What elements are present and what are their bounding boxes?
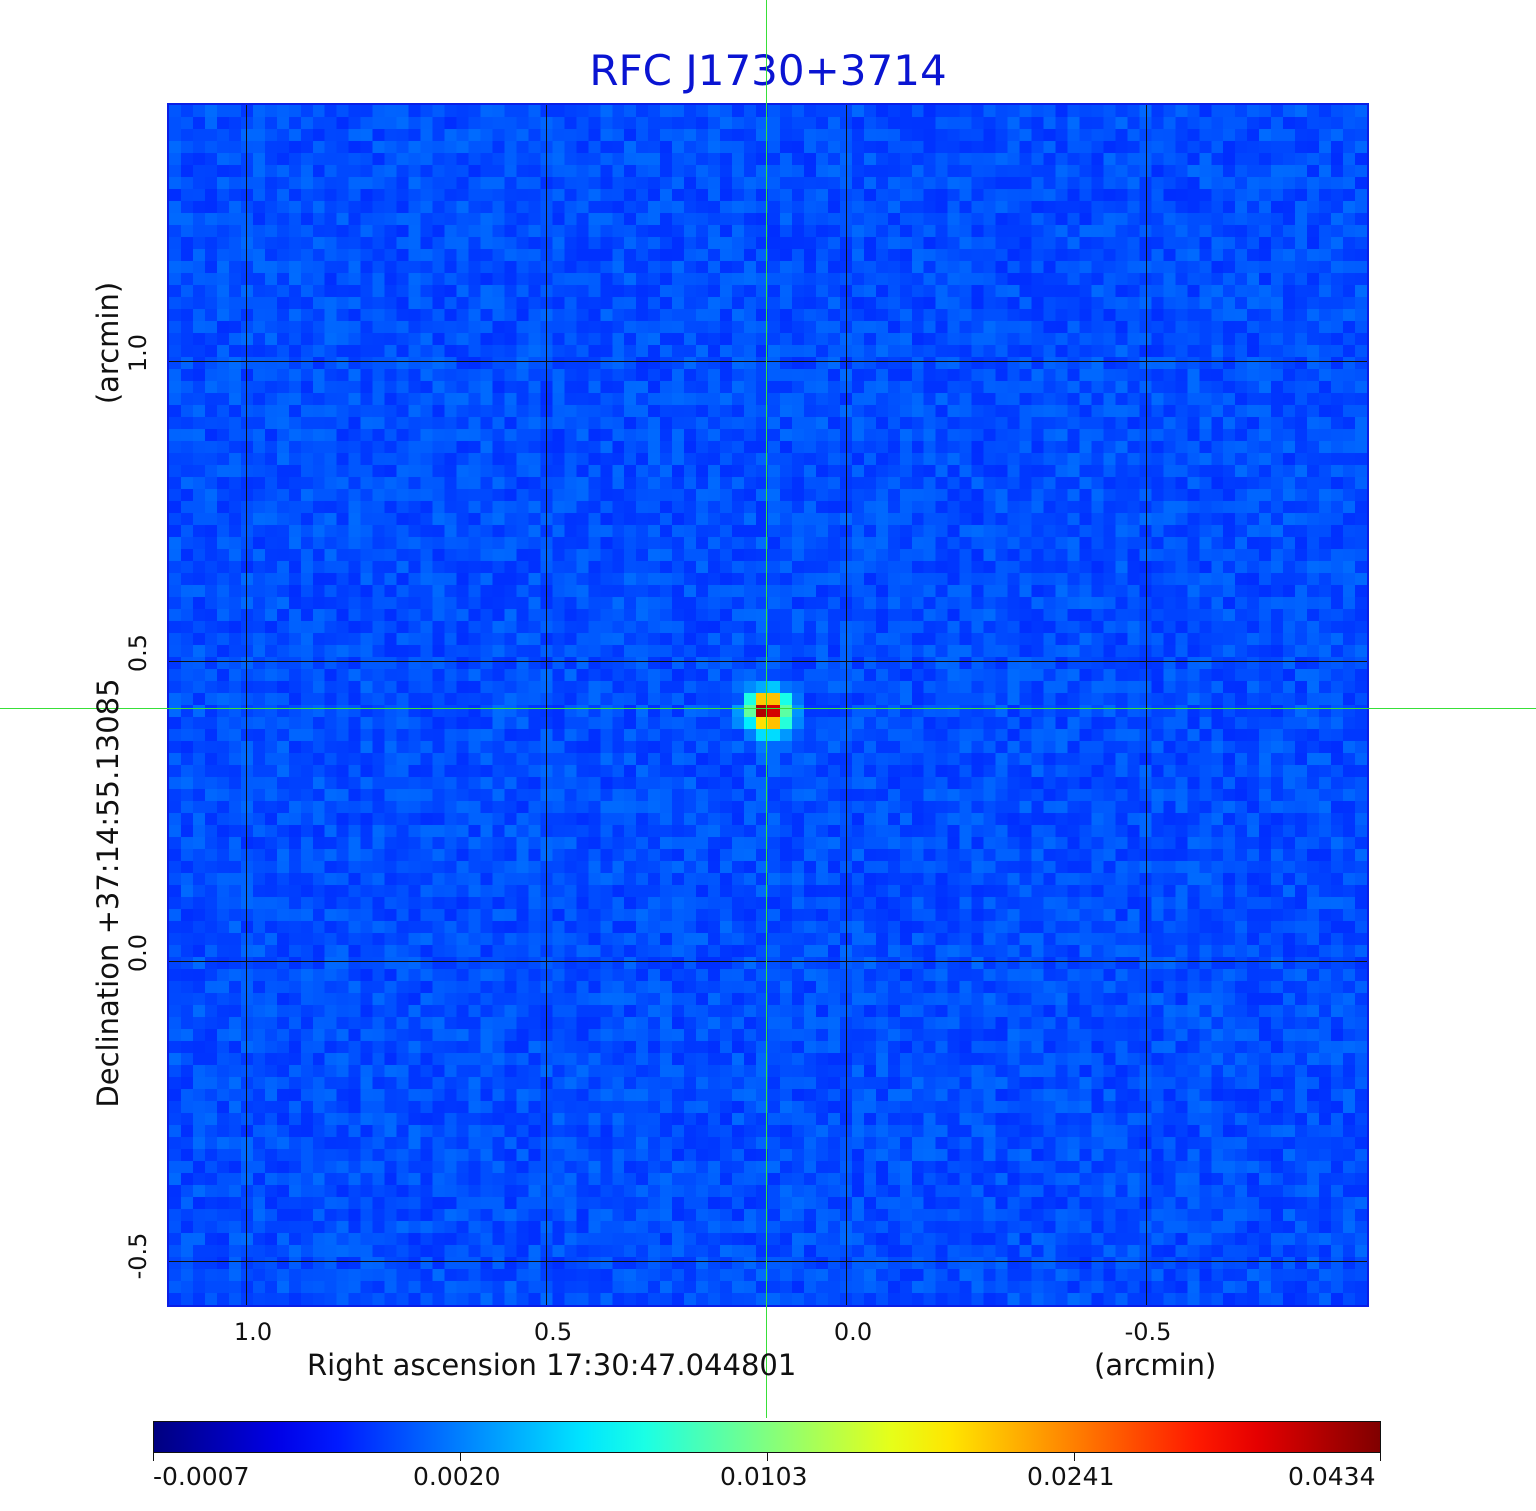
- crosshair-vertical: [766, 0, 767, 1418]
- grid-line-x-0.0: [846, 105, 847, 1305]
- colorbar-tick: [767, 1453, 768, 1461]
- grid-line-y-0.0: [169, 961, 1367, 962]
- colorbar-tick: [460, 1453, 461, 1461]
- heatmap-image: [169, 105, 1367, 1305]
- colorbar-tick: [1074, 1453, 1075, 1461]
- colorbar-label: 0.0103: [720, 1462, 808, 1491]
- x-axis-label: Right ascension 17:30:47.044801: [307, 1348, 797, 1382]
- colorbar-label: -0.0007: [153, 1462, 250, 1491]
- grid-line-x--0.5: [1146, 105, 1147, 1305]
- x-tick-label: 1.0: [233, 1318, 273, 1346]
- chart-title: RFC J1730+3714: [589, 46, 947, 95]
- y-axis-unit: (arcmin): [91, 281, 125, 405]
- heatmap-plot-area[interactable]: [167, 103, 1369, 1307]
- colorbar-tick: [153, 1453, 154, 1461]
- colorbar-label: 0.0020: [413, 1462, 501, 1491]
- grid-line-x-1.0: [246, 105, 247, 1305]
- grid-line-y--0.5: [169, 1261, 1367, 1262]
- x-tick-label: 0.5: [533, 1318, 573, 1346]
- colorbar-label: 0.0241: [1027, 1462, 1115, 1491]
- colorbar-tick: [1380, 1453, 1381, 1461]
- y-tick-label: -0.5: [124, 1232, 152, 1280]
- crosshair-horizontal: [0, 708, 1536, 709]
- y-tick-label: 0.0: [124, 933, 152, 973]
- y-tick-label: 0.5: [124, 633, 152, 673]
- y-tick-label: 1.0: [124, 333, 152, 373]
- x-tick-label: 0.0: [833, 1318, 873, 1346]
- x-tick-label: -0.5: [1124, 1318, 1172, 1346]
- grid-line-y-1.0: [169, 361, 1367, 362]
- colorbar: [153, 1421, 1381, 1453]
- grid-line-x-0.5: [546, 105, 547, 1305]
- x-axis-unit: (arcmin): [1094, 1348, 1217, 1382]
- y-axis-label: Declination +37:14:55.13085: [91, 678, 125, 1108]
- colorbar-label: 0.0434: [1288, 1462, 1376, 1491]
- grid-line-y-0.5: [169, 661, 1367, 662]
